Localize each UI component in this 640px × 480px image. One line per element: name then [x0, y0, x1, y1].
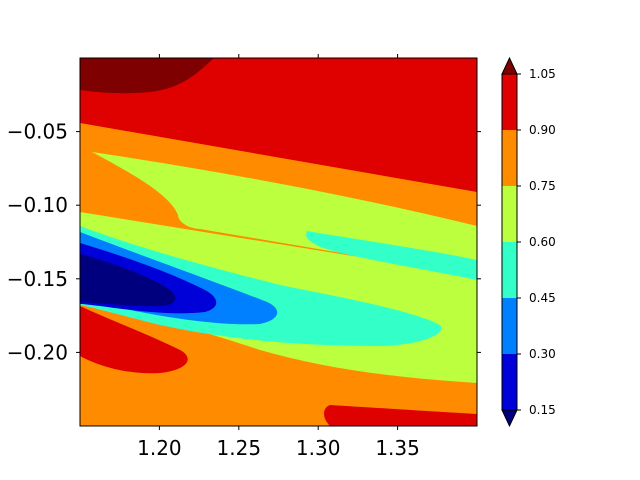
colorbar-tick-label: 0.90: [529, 123, 556, 137]
x-tick-label: 1.20: [137, 436, 182, 460]
y-tick-label: −0.10: [7, 193, 68, 217]
colorbar-tick-label: 0.60: [529, 235, 556, 249]
colorbar-tick-label: 0.45: [529, 291, 556, 305]
colorbar-band: [502, 74, 517, 130]
colorbar-tick-label: 0.30: [529, 347, 556, 361]
colorbar-tick-label: 0.75: [529, 179, 556, 193]
contour-region-red-bottom: [324, 405, 477, 426]
colorbar-over-triangle: [501, 56, 518, 75]
contour-region-red-top: [80, 58, 477, 192]
x-tick-label: 1.30: [296, 436, 341, 460]
contour-region-aquamarine-streak: [306, 231, 477, 280]
contour-region-red-lower-left: [80, 306, 188, 374]
x-axis: 1.20 1.25 1.30 1.35: [137, 54, 420, 460]
y-axis: −0.05 −0.10 −0.15 −0.20: [7, 120, 481, 364]
contour-region-darkred-corner: [80, 58, 214, 94]
contour-region-navy: [80, 254, 176, 307]
colorbar-band: [502, 186, 517, 242]
colorbar-band: [502, 130, 517, 186]
x-tick-label: 1.35: [375, 436, 420, 460]
colorbar-band: [502, 354, 517, 410]
colorbar-tick-label: 0.15: [529, 403, 556, 417]
x-tick-label: 1.25: [217, 436, 262, 460]
colorbar-tick-label: 1.05: [529, 67, 556, 81]
contour-plot-area: [80, 58, 477, 426]
colorbar-band: [502, 298, 517, 354]
colorbar: 0.15 0.30 0.45 0.60 0.75 0.90 1.05: [501, 56, 556, 428]
colorbar-under-triangle: [501, 409, 518, 428]
y-tick-label: −0.05: [7, 120, 68, 144]
y-tick-label: −0.20: [7, 340, 68, 364]
y-tick-label: −0.15: [7, 267, 68, 291]
colorbar-band: [502, 242, 517, 298]
axes-frame: [79, 57, 478, 427]
